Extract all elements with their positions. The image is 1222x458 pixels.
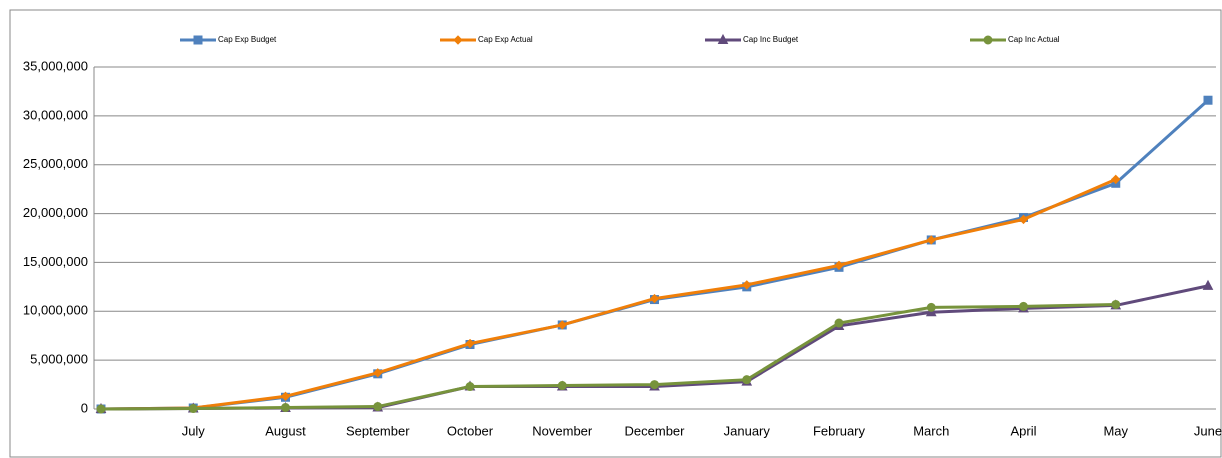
x-tick-label: June bbox=[1194, 423, 1222, 438]
legend-label: Cap Inc Budget bbox=[743, 35, 799, 44]
legend-marker bbox=[453, 35, 463, 45]
marker bbox=[281, 403, 290, 413]
x-tick-label: September bbox=[346, 423, 410, 438]
y-tick-label: 15,000,000 bbox=[23, 254, 88, 269]
marker bbox=[1202, 279, 1214, 290]
marker bbox=[465, 338, 475, 349]
marker bbox=[557, 320, 567, 330]
marker bbox=[1018, 214, 1029, 225]
legend-label: Cap Exp Actual bbox=[478, 35, 533, 44]
x-tick-label: July bbox=[182, 423, 206, 438]
marker bbox=[926, 235, 936, 245]
x-tick-label: May bbox=[1103, 423, 1128, 438]
marker bbox=[1019, 301, 1028, 311]
marker bbox=[926, 302, 936, 312]
marker bbox=[373, 402, 383, 412]
legend-marker bbox=[193, 35, 203, 45]
y-tick-label: 25,000,000 bbox=[23, 156, 88, 171]
x-tick-label: December bbox=[625, 423, 686, 438]
y-tick-label: 30,000,000 bbox=[23, 107, 88, 122]
marker bbox=[742, 280, 752, 290]
marker bbox=[834, 318, 844, 328]
marker bbox=[96, 404, 106, 414]
legend-marker bbox=[717, 33, 729, 44]
marker bbox=[1203, 95, 1213, 105]
marker bbox=[834, 260, 844, 271]
y-tick-label: 35,000,000 bbox=[23, 58, 88, 73]
y-tick-label: 20,000,000 bbox=[23, 205, 88, 220]
y-tick-label: 0 bbox=[81, 400, 88, 415]
x-tick-label: January bbox=[724, 423, 771, 438]
legend-label: Cap Exp Budget bbox=[218, 35, 277, 44]
y-tick-label: 10,000,000 bbox=[23, 303, 88, 318]
marker bbox=[1111, 299, 1121, 309]
marker bbox=[742, 375, 752, 385]
chart-border bbox=[9, 9, 1222, 458]
marker bbox=[465, 382, 475, 392]
marker bbox=[373, 368, 383, 378]
marker bbox=[188, 404, 198, 414]
x-tick-label: March bbox=[913, 423, 949, 438]
legend-marker bbox=[983, 35, 993, 45]
x-tick-label: October bbox=[447, 423, 494, 438]
series-line bbox=[100, 177, 1117, 411]
x-tick-label: November bbox=[532, 423, 593, 438]
series-line bbox=[100, 302, 1116, 411]
marker bbox=[649, 293, 660, 304]
x-tick-label: February bbox=[813, 423, 866, 438]
marker bbox=[650, 380, 659, 390]
marker bbox=[280, 391, 291, 402]
x-tick-label: August bbox=[265, 423, 306, 438]
legend-label: Cap Inc Actual bbox=[1008, 35, 1060, 44]
x-tick-label: April bbox=[1010, 423, 1036, 438]
marker bbox=[1111, 174, 1121, 185]
marker bbox=[557, 381, 567, 391]
y-tick-label: 5,000,000 bbox=[30, 352, 88, 367]
